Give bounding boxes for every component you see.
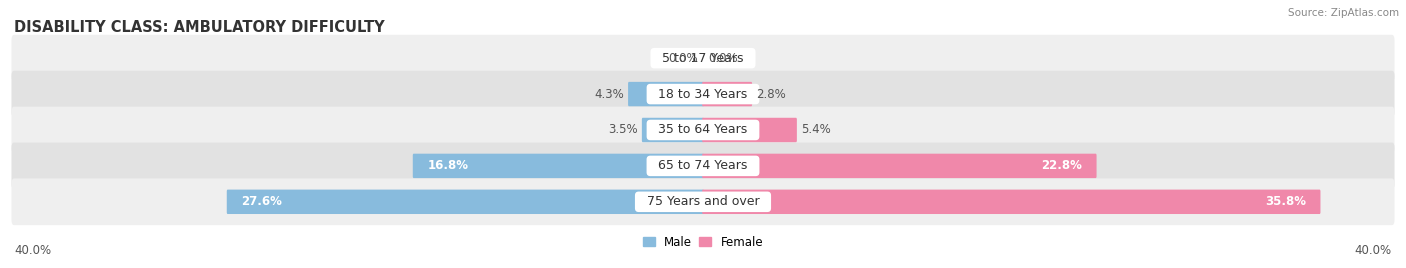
Text: 16.8%: 16.8%: [427, 159, 468, 172]
Text: 40.0%: 40.0%: [14, 244, 51, 257]
Text: 40.0%: 40.0%: [1355, 244, 1392, 257]
Text: 2.8%: 2.8%: [756, 88, 786, 100]
Text: DISABILITY CLASS: AMBULATORY DIFFICULTY: DISABILITY CLASS: AMBULATORY DIFFICULTY: [14, 20, 385, 35]
Text: 0.0%: 0.0%: [709, 52, 738, 65]
Text: 35 to 64 Years: 35 to 64 Years: [651, 124, 755, 136]
FancyBboxPatch shape: [702, 189, 1320, 214]
FancyBboxPatch shape: [11, 35, 1395, 81]
FancyBboxPatch shape: [11, 178, 1395, 225]
FancyBboxPatch shape: [226, 189, 704, 214]
FancyBboxPatch shape: [11, 107, 1395, 153]
FancyBboxPatch shape: [702, 154, 1097, 178]
Text: 5 to 17 Years: 5 to 17 Years: [654, 52, 752, 65]
Text: 0.0%: 0.0%: [668, 52, 697, 65]
Text: 75 Years and over: 75 Years and over: [638, 195, 768, 208]
FancyBboxPatch shape: [702, 82, 752, 106]
Text: 3.5%: 3.5%: [607, 124, 637, 136]
Text: 18 to 34 Years: 18 to 34 Years: [651, 88, 755, 100]
Legend: Male, Female: Male, Female: [638, 231, 768, 253]
FancyBboxPatch shape: [413, 154, 704, 178]
Text: Source: ZipAtlas.com: Source: ZipAtlas.com: [1288, 8, 1399, 18]
FancyBboxPatch shape: [643, 118, 704, 142]
Text: 22.8%: 22.8%: [1040, 159, 1083, 172]
Text: 4.3%: 4.3%: [593, 88, 624, 100]
Text: 65 to 74 Years: 65 to 74 Years: [651, 159, 755, 172]
Text: 27.6%: 27.6%: [242, 195, 283, 208]
FancyBboxPatch shape: [702, 118, 797, 142]
Text: 35.8%: 35.8%: [1265, 195, 1306, 208]
FancyBboxPatch shape: [11, 71, 1395, 117]
FancyBboxPatch shape: [11, 143, 1395, 189]
Text: 5.4%: 5.4%: [801, 124, 831, 136]
FancyBboxPatch shape: [628, 82, 704, 106]
